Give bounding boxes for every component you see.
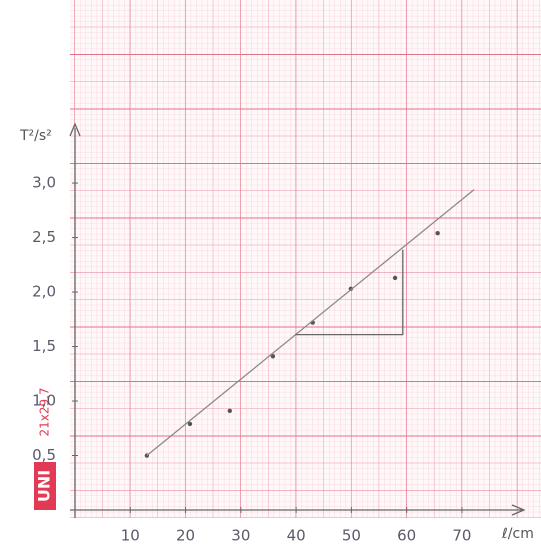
- y-tick-label: 3,0: [32, 174, 56, 192]
- chart: T²/s² ℓ/cm UNI 21x29.7 102030405060700,5…: [0, 0, 541, 546]
- x-tick-label: 10: [121, 527, 140, 545]
- x-tick-label: 20: [176, 527, 195, 545]
- data-point: [228, 409, 232, 413]
- x-tick-label: 70: [452, 527, 471, 545]
- y-tick-label: 0,5: [32, 446, 56, 464]
- stamp: UNI: [35, 470, 54, 502]
- data-point: [393, 276, 397, 280]
- y-tick-label: 1,0: [32, 392, 56, 410]
- graph-paper: [70, 0, 541, 518]
- x-tick-label: 50: [342, 527, 361, 545]
- data-point: [435, 231, 439, 235]
- y-axis-label: T²/s²: [19, 128, 52, 144]
- y-tick-label: 2,5: [32, 228, 56, 246]
- y-tick-label: 1,5: [32, 337, 56, 355]
- x-tick-label: 60: [397, 527, 416, 545]
- x-tick-label: 30: [231, 527, 250, 545]
- x-axis-label: ℓ/cm: [501, 526, 534, 542]
- y-tick-label: 2,0: [32, 283, 56, 301]
- x-tick-label: 40: [287, 527, 306, 545]
